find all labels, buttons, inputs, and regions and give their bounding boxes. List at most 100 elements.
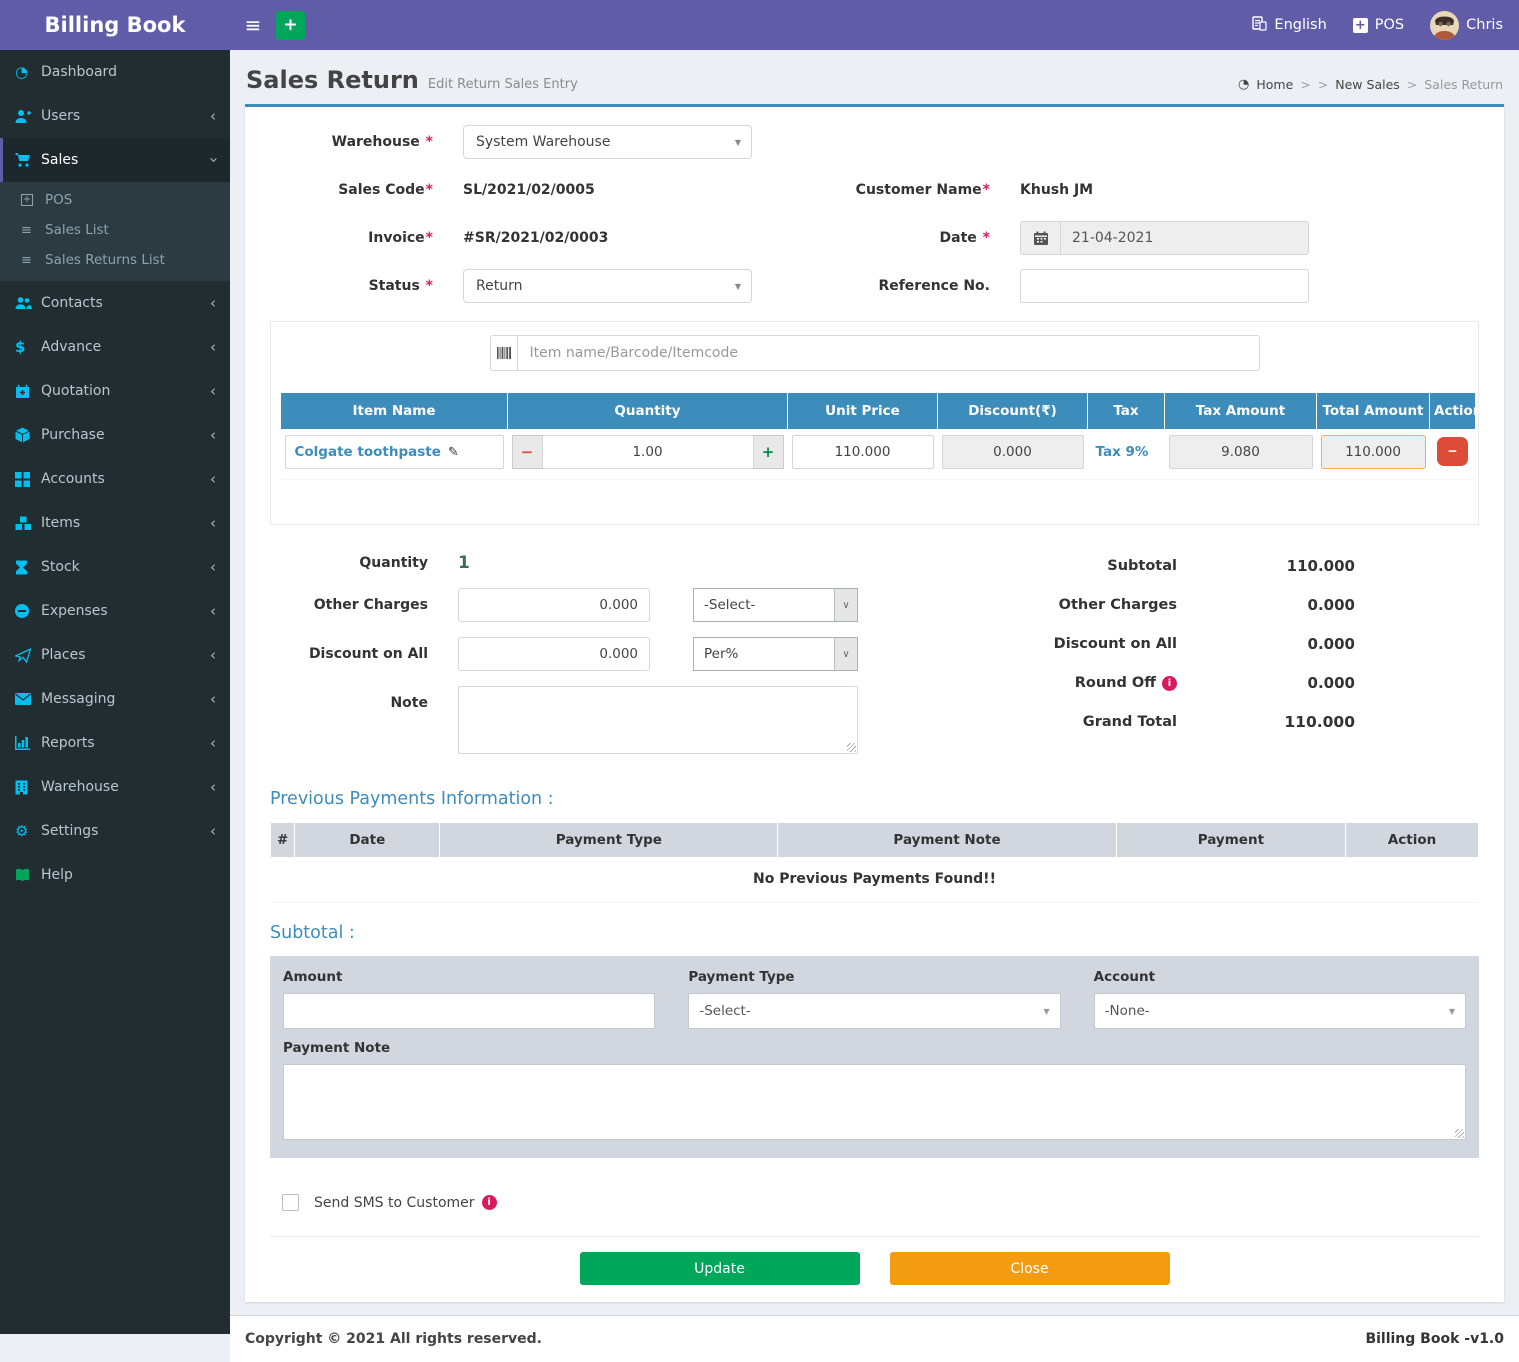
sales-return-form: Warehouse System Warehouse ▼ Sales Code … xyxy=(245,104,1504,1302)
other-charges-label: Other Charges xyxy=(270,597,428,613)
warehouse-select[interactable]: System Warehouse ▼ xyxy=(463,125,752,159)
pos-link[interactable]: + POS xyxy=(1353,17,1404,33)
date-input-group: 21-04-2021 xyxy=(1020,221,1309,255)
quantity-total-value: 1 xyxy=(458,553,470,573)
page-footer: Copyright © 2021 All rights reserved. Bi… xyxy=(230,1315,1519,1362)
sidebar-item-places[interactable]: Places ‹ xyxy=(0,633,230,677)
calendar-icon[interactable] xyxy=(1020,221,1061,255)
discount-on-all-input[interactable]: 0.000 xyxy=(458,637,650,671)
other-charges-input[interactable]: 0.000 xyxy=(458,588,650,622)
sidebar-item-items[interactable]: Items ‹ xyxy=(0,501,230,545)
resize-handle-icon[interactable] xyxy=(1455,1129,1464,1138)
sidebar-item-stock[interactable]: Stock ‹ xyxy=(0,545,230,589)
sidebar-item-messaging[interactable]: Messaging ‹ xyxy=(0,677,230,721)
item-entry-panel: Item Name Quantity Unit Price Discount(₹… xyxy=(270,321,1479,525)
note-label: Note xyxy=(270,686,428,711)
total-amount-input[interactable]: 110.000 xyxy=(1321,435,1426,469)
item-search-group xyxy=(490,335,1260,371)
sidebar-item-reports[interactable]: Reports ‹ xyxy=(0,721,230,765)
sidebar-toggle-icon[interactable]: ≡ xyxy=(230,0,276,50)
sidebar-item-expenses[interactable]: Expenses ‹ xyxy=(0,589,230,633)
quantity-input[interactable] xyxy=(542,435,754,469)
item-name-link[interactable]: Colgate toothpaste ✎ xyxy=(285,435,504,469)
invoice-value: #SR/2021/02/0003 xyxy=(463,230,752,246)
hourglass-icon xyxy=(15,560,41,575)
other-charges-select[interactable]: -Select- ∨ xyxy=(693,588,858,622)
chevron-left-icon: ‹ xyxy=(210,778,216,796)
discount-on-all-label: Discount on All xyxy=(270,646,428,662)
col-discount: Discount(₹) xyxy=(938,393,1088,430)
plus-square-icon: + xyxy=(1353,18,1368,33)
sidebar-item-settings[interactable]: ⚙ Settings ‹ xyxy=(0,809,230,853)
quick-add-button[interactable]: + xyxy=(276,11,305,40)
subtotal-label: Subtotal xyxy=(1107,558,1177,574)
item-search-input[interactable] xyxy=(517,335,1260,371)
col-unit-price: Unit Price xyxy=(788,393,938,430)
edit-icon: ✎ xyxy=(448,445,459,460)
note-textarea[interactable] xyxy=(458,686,858,754)
navbar: ≡ + English + POS Chris xyxy=(230,0,1519,50)
discount-on-all-select[interactable]: Per% ∨ xyxy=(693,637,858,671)
sidebar-item-pos[interactable]: + POS xyxy=(0,185,230,215)
book-icon xyxy=(15,868,41,882)
sidebar-item-quotation[interactable]: Quotation ‹ xyxy=(0,369,230,413)
payment-type-select[interactable]: -Select- ▼ xyxy=(688,993,1060,1029)
breadcrumb-new-sales[interactable]: New Sales xyxy=(1335,77,1400,92)
list-icon: ≡ xyxy=(21,223,45,238)
quantity-increase-button[interactable]: + xyxy=(754,435,784,469)
status-select[interactable]: Return ▼ xyxy=(463,269,752,303)
col-quantity: Quantity xyxy=(508,393,788,430)
quantity-total-label: Quantity xyxy=(270,555,428,571)
payment-note-textarea[interactable] xyxy=(283,1064,1466,1140)
page-title: Sales Return xyxy=(246,66,419,94)
app-logo[interactable]: Billing Book xyxy=(0,0,230,50)
previous-payments-title: Previous Payments Information : xyxy=(270,789,1479,809)
date-label: Date xyxy=(855,230,990,246)
tax-link[interactable]: Tax 9% xyxy=(1092,435,1161,469)
paper-plane-icon xyxy=(15,648,41,663)
send-sms-checkbox[interactable] xyxy=(282,1194,299,1211)
other-charges-total-label: Other Charges xyxy=(1059,597,1177,613)
sidebar-item-sales-returns-list[interactable]: ≡ Sales Returns List xyxy=(0,245,230,275)
avatar xyxy=(1430,11,1459,40)
sidebar-item-sales-list[interactable]: ≡ Sales List xyxy=(0,215,230,245)
sidebar-item-dashboard[interactable]: ◔ Dashboard xyxy=(0,50,230,94)
info-icon[interactable] xyxy=(482,1195,497,1210)
resize-handle-icon[interactable] xyxy=(847,743,856,752)
sidebar-item-advance[interactable]: $ Advance ‹ xyxy=(0,325,230,369)
sidebar-item-accounts[interactable]: Accounts ‹ xyxy=(0,457,230,501)
close-button[interactable]: Close xyxy=(890,1252,1170,1285)
breadcrumb: ◔ Home > > New Sales > Sales Return xyxy=(1238,77,1503,92)
pp-col-payment-note: Payment Note xyxy=(778,823,1116,858)
grid-icon xyxy=(15,472,41,487)
pp-col-action: Action xyxy=(1346,823,1479,858)
sidebar-item-users[interactable]: Users ‹ xyxy=(0,94,230,138)
caret-down-icon: ▼ xyxy=(735,282,741,291)
date-input[interactable]: 21-04-2021 xyxy=(1061,221,1309,255)
send-sms-label: Send SMS to Customer xyxy=(314,1195,475,1211)
pp-col-payment-type: Payment Type xyxy=(440,823,778,858)
sales-code-label: Sales Code xyxy=(270,182,433,198)
info-icon[interactable] xyxy=(1162,676,1177,691)
col-item-name: Item Name xyxy=(281,393,508,430)
sidebar-item-help[interactable]: Help xyxy=(0,853,230,897)
breadcrumb-home[interactable]: Home xyxy=(1256,77,1293,92)
sidebar-item-purchase[interactable]: Purchase ‹ xyxy=(0,413,230,457)
reference-input[interactable] xyxy=(1020,269,1309,303)
remove-item-button[interactable]: − xyxy=(1437,437,1468,466)
user-menu[interactable]: Chris xyxy=(1430,11,1503,40)
update-button[interactable]: Update xyxy=(580,1252,860,1285)
account-select[interactable]: -None- ▼ xyxy=(1094,993,1466,1029)
discount-total-value: 0.000 xyxy=(1177,635,1355,653)
items-table: Item Name Quantity Unit Price Discount(₹… xyxy=(280,392,1476,480)
breadcrumb-current: Sales Return xyxy=(1424,77,1503,92)
unit-price-input[interactable]: 110.000 xyxy=(792,435,934,469)
sidebar-item-contacts[interactable]: Contacts ‹ xyxy=(0,281,230,325)
caret-down-icon: ▼ xyxy=(735,138,741,147)
sidebar-item-sales[interactable]: Sales ‹ xyxy=(0,138,230,182)
payment-subtotal-title: Subtotal : xyxy=(270,923,1479,943)
amount-input[interactable] xyxy=(283,993,655,1029)
language-menu[interactable]: English xyxy=(1252,16,1326,35)
quantity-decrease-button[interactable]: − xyxy=(512,435,542,469)
sidebar-item-warehouse[interactable]: Warehouse ‹ xyxy=(0,765,230,809)
